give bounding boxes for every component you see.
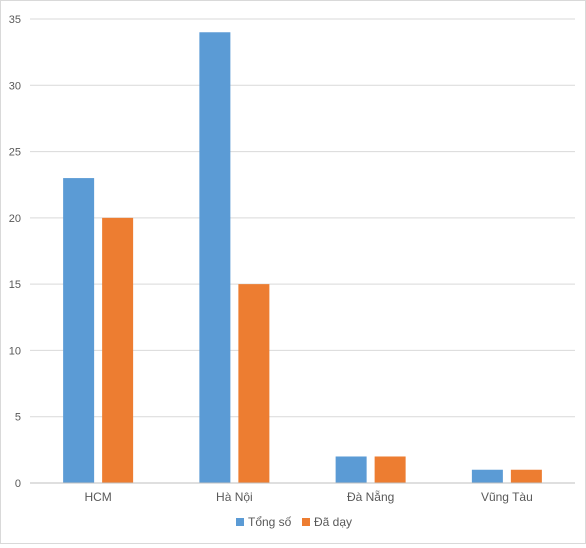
- bar-da-day-ha-noi: [238, 284, 270, 483]
- y-tick-label: 5: [15, 412, 21, 424]
- x-tick-label: Đà Nẵng: [347, 489, 394, 504]
- y-tick-label: 0: [15, 478, 21, 490]
- x-tick-label: Vũng Tàu: [481, 490, 533, 504]
- bar-tong-so-hcm: [63, 178, 95, 484]
- x-tick-label: HCM: [84, 490, 111, 504]
- y-tick-label: 25: [9, 147, 21, 159]
- x-axis-ticks: HCM Hà Nội Đà Nẵng Vũng Tàu: [84, 489, 532, 504]
- bar-da-day-hcm: [102, 217, 134, 483]
- y-tick-label: 20: [9, 213, 21, 225]
- bar-da-day-da-nang: [374, 456, 406, 483]
- bar-tong-so-vung-tau: [471, 469, 503, 483]
- bars: [63, 32, 542, 484]
- x-tick-label: Hà Nội: [216, 490, 253, 504]
- legend: Tổng số Đã dạy: [236, 515, 352, 529]
- y-tick-label: 35: [9, 14, 21, 26]
- bar-da-day-vung-tau: [510, 469, 542, 483]
- y-tick-label: 30: [9, 80, 21, 92]
- y-tick-label: 10: [9, 345, 21, 357]
- bar-tong-so-ha-noi: [199, 32, 231, 483]
- y-tick-label: 15: [9, 279, 21, 291]
- y-axis-ticks: 0 5 10 15 20 25 30 35: [9, 14, 21, 490]
- legend-swatch-da-day: [302, 518, 310, 526]
- bar-tong-so-da-nang: [335, 456, 367, 483]
- legend-label-tong-so: Tổng số: [248, 515, 292, 529]
- legend-label-da-day: Đã dạy: [314, 515, 352, 529]
- legend-swatch-tong-so: [236, 518, 244, 526]
